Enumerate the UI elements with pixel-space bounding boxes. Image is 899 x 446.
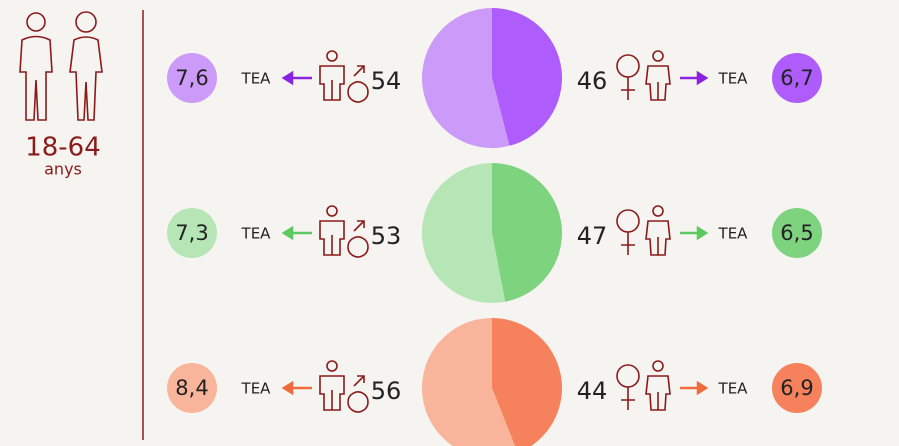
pie-slice: [492, 8, 563, 146]
pie-slice: [422, 8, 510, 148]
male-symbol: [347, 375, 369, 413]
tea-badge: [167, 363, 217, 413]
icon-body: [319, 375, 345, 411]
people-icon: [19, 11, 103, 121]
age-range: 18-64: [25, 133, 101, 163]
pie-slice: [492, 318, 562, 446]
pie-slice: [422, 318, 515, 446]
female-tea: 6,9: [780, 376, 813, 400]
male-icon: [319, 360, 369, 413]
icon-head: [326, 205, 338, 217]
arrow: [680, 380, 709, 396]
female-icon: [616, 205, 671, 256]
pie-slice: [492, 163, 562, 302]
arrow: [680, 225, 709, 241]
male-share: 56: [371, 377, 402, 405]
male-share: 54: [371, 67, 402, 95]
icon-body: [319, 65, 345, 101]
female-symbol-cross: [621, 387, 635, 410]
female-icon: [616, 360, 671, 411]
arrow: [281, 225, 312, 241]
tea-badge: [167, 208, 217, 258]
arrow: [281, 380, 312, 396]
female-icon: [616, 50, 671, 101]
tea-badge: [772, 53, 822, 103]
tea-label: TEA: [718, 70, 749, 88]
tea-label: TEA: [241, 225, 272, 243]
male-symbol: [347, 65, 369, 103]
female-tea: 6,5: [780, 221, 813, 245]
tea-badge: [167, 53, 217, 103]
pie-slice: [421, 163, 506, 303]
icon-head: [326, 50, 338, 62]
female-symbol: [616, 54, 640, 78]
female-symbol: [616, 209, 640, 233]
male-symbol: [347, 220, 369, 258]
female-share: 46: [577, 67, 608, 95]
tea-label: TEA: [718, 225, 749, 243]
arrow: [281, 70, 312, 86]
tea-label: TEA: [241, 70, 272, 88]
male-icon: [319, 50, 369, 103]
tea-label: TEA: [718, 380, 749, 398]
male-tea: 7,3: [175, 221, 208, 245]
male-tea: 8,4: [175, 376, 208, 400]
icon-body: [645, 375, 671, 411]
arrow: [680, 70, 709, 86]
age-unit: anys: [44, 160, 82, 179]
male-share: 53: [371, 222, 402, 250]
female-symbol-cross: [621, 77, 635, 100]
female-symbol-cross: [621, 232, 635, 255]
icon-head: [652, 360, 664, 372]
female-share: 47: [577, 222, 608, 250]
male-icon: [319, 205, 369, 258]
icon-body: [645, 65, 671, 101]
icon-head: [326, 360, 338, 372]
tea-label: TEA: [241, 380, 272, 398]
icon-head: [652, 50, 664, 62]
female-symbol: [616, 364, 640, 388]
icon-body: [645, 220, 671, 256]
male-tea: 7,6: [175, 66, 208, 90]
tea-badge: [772, 363, 822, 413]
icon-body: [319, 220, 345, 256]
female-tea: 6,7: [780, 66, 813, 90]
icon-head: [652, 205, 664, 217]
female-share: 44: [577, 377, 608, 405]
tea-badge: [772, 208, 822, 258]
